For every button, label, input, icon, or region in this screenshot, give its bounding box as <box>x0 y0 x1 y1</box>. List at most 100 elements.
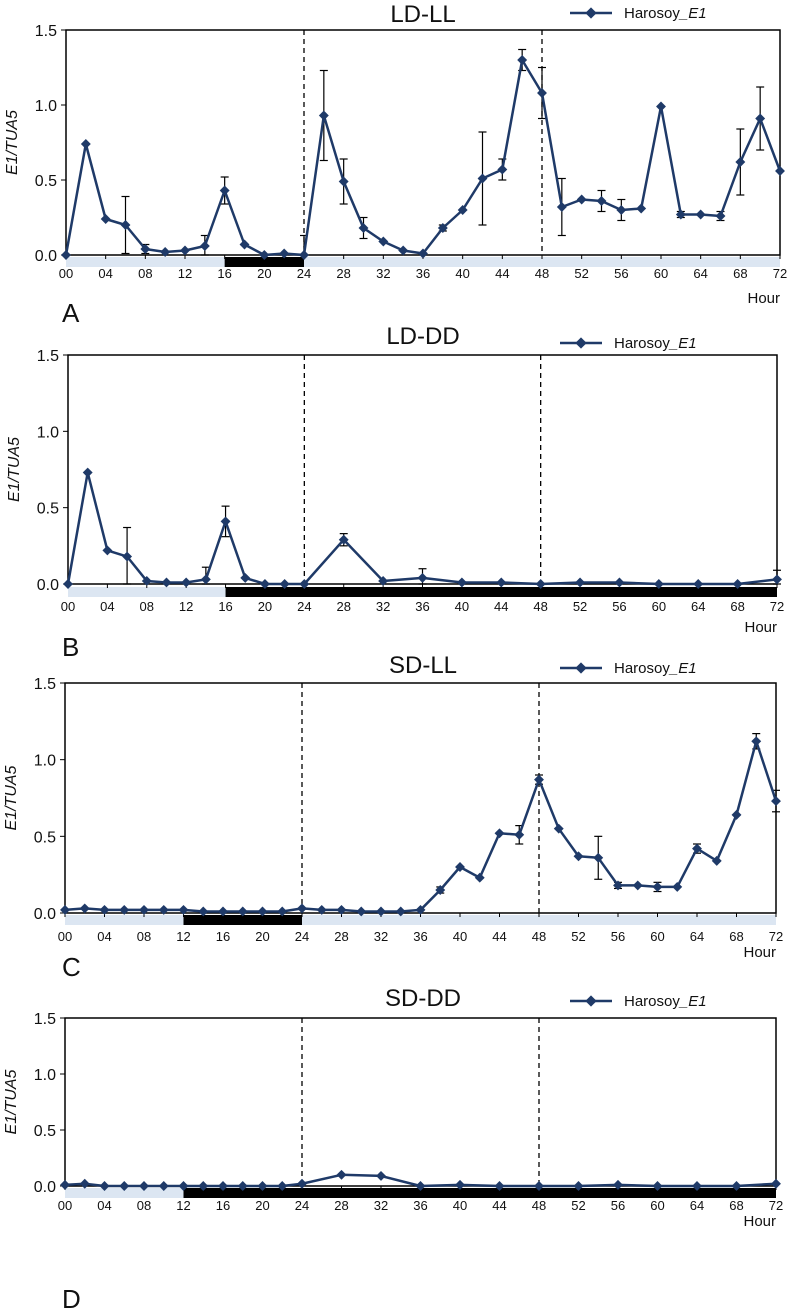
x-tick-label: 32 <box>376 599 390 614</box>
data-point <box>497 164 508 175</box>
data-point <box>60 904 70 915</box>
data-point <box>240 572 251 583</box>
x-tick-label: 40 <box>453 1198 467 1213</box>
x-tick-label: 36 <box>413 1198 427 1213</box>
x-tick-label: 28 <box>334 1198 348 1213</box>
x-tick-label: 60 <box>650 929 664 944</box>
x-tick-label: 68 <box>729 929 743 944</box>
data-point <box>534 774 544 785</box>
data-point <box>239 239 250 250</box>
data-point <box>575 577 586 588</box>
data-point <box>653 579 664 589</box>
y-tick-label: 1.5 <box>35 23 57 40</box>
x-tick-label: 36 <box>416 266 430 281</box>
data-point <box>119 1181 130 1191</box>
data-point <box>573 1181 584 1191</box>
x-tick-label: 72 <box>770 599 784 614</box>
x-tick-label: 68 <box>730 599 744 614</box>
panel-letter: D <box>62 1284 81 1313</box>
x-tick-label: 04 <box>98 266 112 281</box>
x-tick-label: 72 <box>773 266 787 281</box>
data-point <box>731 1181 742 1191</box>
x-tick-label: 68 <box>733 266 747 281</box>
dark-period-bar <box>183 915 302 925</box>
data-point <box>613 880 623 891</box>
data-point <box>199 241 210 251</box>
legend-label: Harosoy_E1 <box>624 5 707 22</box>
data-point <box>80 139 91 149</box>
panel-letter: C <box>62 952 81 982</box>
x-tick-label: 00 <box>58 929 72 944</box>
data-point <box>435 885 446 895</box>
x-tick-label: 40 <box>455 266 469 281</box>
y-tick-label: 0.0 <box>34 906 56 923</box>
x-axis-label: Hour <box>747 290 780 307</box>
y-tick-label: 0.5 <box>37 501 59 518</box>
data-point <box>692 843 702 854</box>
data-point <box>775 166 785 176</box>
data-point <box>711 855 722 866</box>
data-point <box>279 248 290 259</box>
panel-letter: B <box>62 632 79 662</box>
x-tick-label: 12 <box>176 929 190 944</box>
y-axis-label: E1/TUA5 <box>4 110 21 175</box>
y-axis-label: E1/TUA5 <box>3 1069 20 1134</box>
data-point <box>259 579 270 589</box>
x-tick-label: 48 <box>532 1198 546 1213</box>
plot-frame <box>64 1017 777 1187</box>
x-axis-label: Hour <box>743 944 776 961</box>
legend: Harosoy_E1 <box>570 993 707 1010</box>
y-axis-label: E1/TUA5 <box>3 765 20 830</box>
x-tick-label: 20 <box>257 266 271 281</box>
data-point <box>180 245 190 256</box>
x-tick-label: 24 <box>297 599 311 614</box>
y-tick-label: 0.0 <box>37 577 59 594</box>
panel-title: SD-LL <box>389 652 457 679</box>
data-point <box>160 247 171 257</box>
data-point <box>656 101 666 112</box>
y-tick-label: 1.0 <box>34 1067 56 1084</box>
x-tick-label: 32 <box>374 929 388 944</box>
x-tick-label: 48 <box>532 929 546 944</box>
data-point <box>455 1179 465 1190</box>
x-tick-label: 12 <box>178 266 192 281</box>
x-tick-label: 32 <box>376 266 390 281</box>
data-point <box>751 736 762 747</box>
legend: Harosoy_E1 <box>560 335 697 352</box>
x-tick-label: 56 <box>611 929 625 944</box>
y-tick-label: 0.5 <box>34 829 56 846</box>
x-tick-label: 48 <box>535 266 549 281</box>
data-point <box>318 110 329 121</box>
panel-c: 0.0 0.5 1.0 1.5 00 04 08 12 16 20 24 28 32 36 40 44 48 52… <box>3 652 783 982</box>
data-point <box>338 176 349 187</box>
data-point <box>299 579 310 589</box>
legend-label: Harosoy_E1 <box>614 660 697 677</box>
x-tick-label: 48 <box>533 599 547 614</box>
x-tick-label: 12 <box>179 599 193 614</box>
data-point <box>376 1170 386 1181</box>
y-tick-label: 0.5 <box>35 173 57 190</box>
data-point <box>556 202 567 212</box>
data-point <box>60 1179 70 1190</box>
data-point <box>218 1181 228 1191</box>
data-point <box>672 881 683 892</box>
data-point <box>576 194 587 205</box>
data-point <box>122 551 133 562</box>
data-point <box>158 1181 169 1191</box>
data-point <box>695 209 706 220</box>
panel-a: 0.0 0.5 1.0 1.5 00 04 08 12 16 20 24 28 32 36 40 44 48 52… <box>4 1 787 328</box>
y-tick-label: 0.5 <box>34 1123 56 1140</box>
data-point <box>692 1181 702 1191</box>
data-point <box>652 1181 663 1191</box>
x-tick-label: 16 <box>216 1198 230 1213</box>
data-point <box>732 579 743 589</box>
data-point <box>140 244 151 254</box>
y-tick-label: 1.5 <box>37 348 59 365</box>
y-axis-label: E1/TUA5 <box>6 437 23 502</box>
data-point <box>715 211 726 221</box>
data-point <box>198 1181 209 1191</box>
x-tick-label: 00 <box>59 266 73 281</box>
data-point <box>336 904 347 915</box>
series-line <box>64 740 778 913</box>
dark-period-bar <box>225 587 778 597</box>
